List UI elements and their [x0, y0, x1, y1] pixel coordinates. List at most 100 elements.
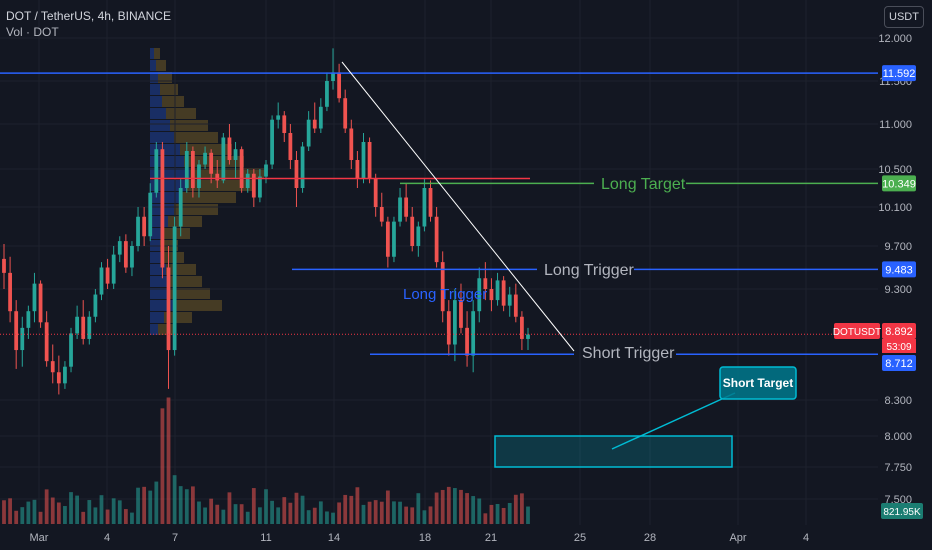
volume-profile-row: [150, 72, 158, 83]
candle: [50, 344, 55, 384]
candle: [526, 327, 530, 351]
candle-body: [489, 289, 494, 301]
short-target-callout: [719, 366, 797, 400]
candle-body: [8, 272, 12, 312]
candle-body: [452, 300, 457, 345]
chart-header: DOT / TetherUS, 4h, BINANCE Vol · DOT: [6, 8, 171, 40]
volume-bar: [172, 475, 177, 524]
volume-bar: [416, 493, 421, 524]
candle-body: [26, 311, 31, 328]
volume-bar: [258, 507, 262, 524]
volume-bar: [221, 509, 226, 524]
y-tick-label: 10.500: [878, 164, 912, 176]
candle: [117, 236, 122, 263]
volume-bar: [111, 498, 116, 524]
candle: [81, 300, 86, 345]
candle-body: [75, 316, 80, 334]
volume-bar: [446, 486, 451, 524]
volume-bar: [69, 492, 73, 524]
candle-body: [184, 151, 189, 188]
candle: [410, 207, 415, 252]
volume-bar: [294, 492, 299, 524]
candle: [32, 272, 37, 323]
candle-body: [251, 173, 256, 198]
volume-bar: [483, 513, 488, 524]
candle: [20, 316, 25, 367]
volume-bar: [452, 488, 457, 524]
candle-body: [337, 72, 342, 99]
price-label-box: [882, 261, 916, 278]
candle-body: [87, 316, 92, 339]
candle-body: [166, 267, 171, 351]
candle: [227, 124, 232, 165]
volume-bar: [227, 492, 232, 524]
volume-bar: [459, 489, 463, 524]
candle-body: [282, 115, 287, 133]
x-tick-label: 7: [172, 532, 178, 544]
candle: [306, 111, 311, 151]
candle-body: [440, 262, 445, 312]
price-label: 11.592: [883, 68, 916, 80]
candle: [142, 207, 147, 246]
candle-body: [434, 216, 439, 263]
symbol-title[interactable]: DOT / TetherUS, 4h, BINANCE: [6, 9, 171, 23]
volume-profile-row: [150, 120, 170, 131]
candle-body: [288, 133, 293, 160]
volume-profile-row: [180, 192, 236, 203]
axes: 12.00011.50011.00010.50010.1009.7009.300…: [30, 33, 923, 544]
volume-indicator-label[interactable]: Vol · DOT: [6, 25, 59, 39]
candle-body: [416, 226, 421, 246]
short-target-zone: [494, 435, 733, 468]
candle: [434, 207, 439, 268]
candlesticks: [2, 48, 530, 395]
volume-profile-row: [150, 84, 160, 95]
candle: [337, 63, 342, 103]
candle-body: [20, 327, 25, 351]
y-tick-label: 8.300: [884, 395, 912, 407]
candle: [440, 251, 445, 323]
volume-label-box: [881, 503, 923, 519]
volume-profile-row: [164, 312, 192, 323]
volume-bar: [507, 502, 512, 524]
y-tick-label: 10.100: [878, 202, 912, 214]
volume-bar: [526, 506, 530, 524]
candle-body: [446, 311, 451, 345]
volume-bar: [312, 507, 317, 524]
quote-currency-button[interactable]: USDT: [884, 6, 924, 28]
candle-body: [258, 176, 262, 198]
y-tick-label: 12.000: [878, 33, 912, 45]
volume-value-label: 821.95K: [883, 507, 921, 518]
price-label: 9.483: [885, 264, 913, 276]
volume-bar: [148, 490, 153, 524]
volume-profile-row: [150, 288, 170, 299]
volume-bar: [123, 509, 128, 524]
y-tick-label: 11.000: [879, 119, 912, 131]
long-trigger-label: Long Trigger: [544, 262, 635, 279]
candle: [520, 311, 524, 351]
chart-grid: [0, 0, 878, 525]
drawings: Long Target Long Trigger Long Trigger Short…: [0, 61, 878, 468]
volume-profile-row: [184, 156, 244, 167]
candle-body: [367, 142, 372, 179]
volume-bar: [154, 481, 159, 524]
price-label: 8.892: [885, 326, 913, 338]
volume-bar: [318, 501, 323, 524]
volume-bar: [117, 500, 122, 524]
x-tick-label: Mar: [30, 532, 49, 544]
candle-body: [385, 221, 390, 257]
volume-bar: [44, 489, 49, 524]
candle: [215, 160, 220, 188]
candle: [160, 142, 165, 279]
candle-body: [294, 160, 299, 188]
volume-bar: [2, 500, 6, 524]
volume-bar: [440, 489, 445, 524]
candle: [87, 311, 92, 345]
volume-bar: [50, 497, 55, 524]
volume-bar: [495, 503, 500, 524]
candle-body: [123, 241, 128, 268]
candle: [367, 137, 372, 184]
candle-body: [483, 278, 488, 289]
volume-bar: [343, 494, 348, 524]
candle: [166, 246, 171, 389]
